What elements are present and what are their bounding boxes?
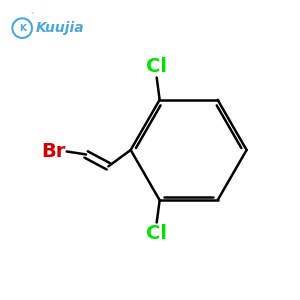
Text: Cl: Cl	[146, 224, 167, 243]
Text: Br: Br	[41, 142, 65, 161]
Text: Cl: Cl	[146, 57, 167, 76]
Text: Kuujia: Kuujia	[36, 21, 84, 35]
Text: K: K	[19, 24, 26, 33]
Text: °: °	[30, 12, 34, 17]
